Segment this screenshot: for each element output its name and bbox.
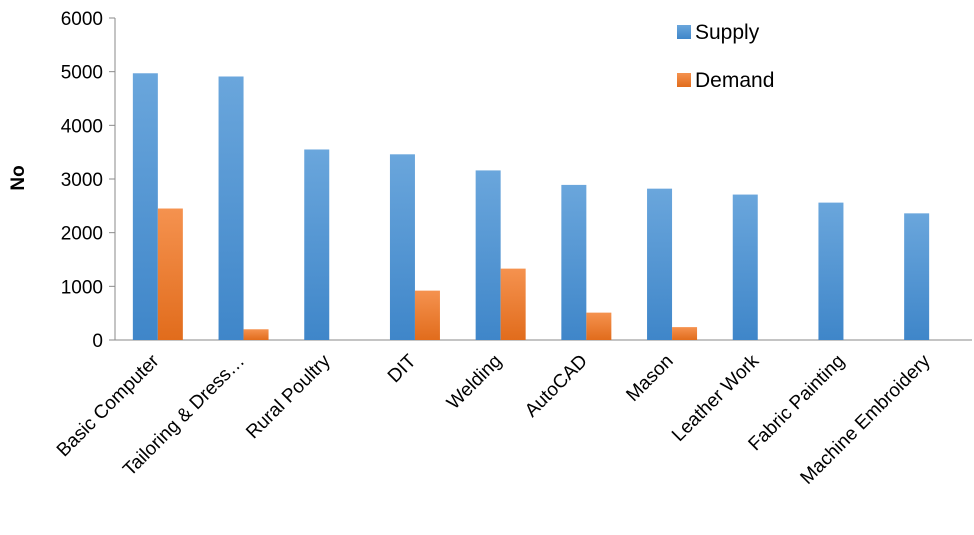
- bar-supply-4: [475, 170, 501, 340]
- y-tick-label: 4000: [61, 116, 103, 137]
- bar-supply-9: [904, 213, 930, 340]
- y-tick-label: 2000: [61, 224, 103, 245]
- y-tick-label: 6000: [61, 9, 103, 30]
- y-tick-label: 5000: [61, 63, 103, 84]
- category-label: DIT: [384, 350, 421, 387]
- bar-supply-6: [647, 188, 673, 340]
- bar-demand-5: [586, 312, 612, 340]
- y-tick-label: 0: [92, 331, 103, 352]
- legend-swatch-supply: [677, 25, 691, 39]
- bar-supply-1: [218, 76, 244, 340]
- bar-supply-2: [304, 149, 330, 340]
- bar-demand-0: [157, 208, 183, 340]
- bar-supply-0: [132, 73, 158, 340]
- legend-item-supply: Supply: [677, 21, 760, 44]
- category-label: Leather Work: [668, 350, 764, 446]
- y-axis-title: No: [8, 165, 29, 190]
- legend-label-demand: Demand: [695, 69, 774, 92]
- legend-item-demand: Demand: [677, 69, 774, 92]
- bar-supply-7: [732, 194, 758, 340]
- bar-demand-1: [243, 329, 269, 340]
- bar-demand-3: [414, 290, 440, 340]
- y-tick-label: 1000: [61, 277, 103, 298]
- legend-label-supply: Supply: [695, 21, 760, 44]
- category-label: Mason: [622, 351, 677, 406]
- category-label: Welding: [443, 351, 506, 414]
- legend: Supply Demand: [677, 21, 774, 92]
- category-label: AutoCAD: [521, 351, 592, 422]
- category-label: Rural Poultry: [242, 350, 335, 443]
- y-tick-label: 3000: [61, 170, 103, 191]
- bar-supply-8: [818, 202, 844, 340]
- axes: 0 1000 2000 3000 4000 5000 6000: [61, 9, 972, 352]
- legend-swatch-demand: [677, 73, 691, 87]
- bar-supply-5: [561, 184, 587, 340]
- bars: [132, 73, 930, 340]
- bar-demand-6: [672, 327, 698, 340]
- bar-supply-3: [389, 154, 415, 340]
- y-ticks: 0 1000 2000 3000 4000 5000 6000: [61, 9, 115, 352]
- bar-demand-4: [500, 268, 526, 340]
